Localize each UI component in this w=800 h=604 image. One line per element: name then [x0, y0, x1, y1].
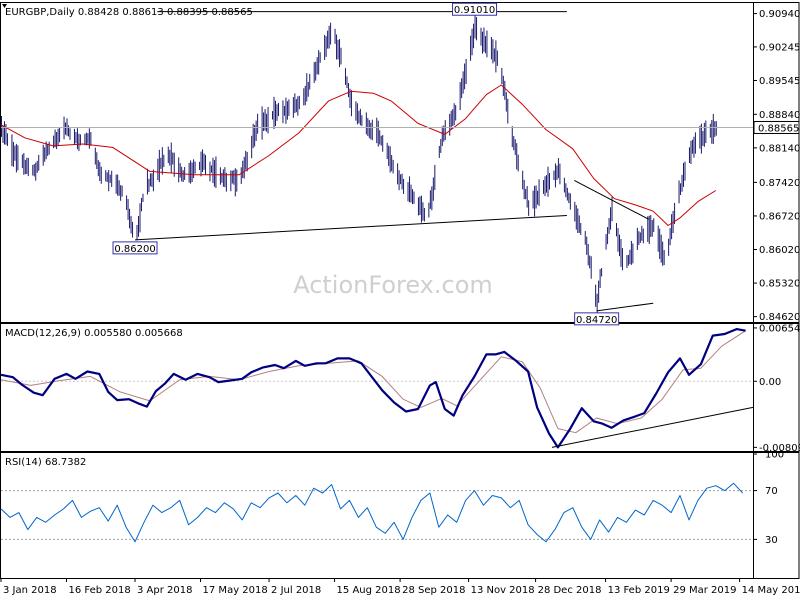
- x-tick-label: 3 Apr 2018: [137, 585, 192, 596]
- chart-arrow-icon: [2, 4, 7, 8]
- macd-line: [0, 328, 746, 449]
- macd-y-tick-label: -0.008099: [759, 443, 800, 454]
- x-tick-label: 14 May 2019: [742, 585, 800, 596]
- x-tick-label: 29 Mar 2019: [673, 585, 736, 596]
- price-panel-frame: [0, 2, 800, 323]
- current-price-marker: [753, 120, 800, 134]
- x-tick-label: 16 Feb 2018: [69, 585, 131, 596]
- x-tick-label: 28 Dec 2018: [538, 585, 602, 596]
- moving-average-line: [0, 84, 717, 226]
- x-tick-label: 15 Aug 2018: [337, 585, 401, 596]
- annotation-box: [112, 241, 158, 255]
- macd-y-tick-label: 0.00: [759, 377, 781, 388]
- macd-signal-line: [0, 330, 746, 434]
- rsi-y-tick-label: 70: [765, 486, 778, 497]
- price-y-tick-label: 0.88840: [759, 110, 800, 121]
- rsi-y-tick-label: 100: [765, 450, 784, 461]
- macd-y-tick-label: 0.006542: [759, 323, 800, 334]
- x-tick-label: 28 Sep 2018: [402, 585, 465, 596]
- macd-trendline: [551, 406, 754, 448]
- x-tick-label: 17 May 2018: [203, 585, 268, 596]
- annotation-label: 0.84720: [576, 315, 617, 326]
- x-tick-label: 3 Jan 2018: [3, 585, 57, 596]
- annotation-box: [574, 312, 620, 326]
- annotation-label: 0.91010: [454, 5, 495, 16]
- x-tick-label: 2 Jul 2018: [271, 585, 321, 596]
- price-y-tick-label: 0.90245: [759, 42, 800, 53]
- rsi-y-tick-label: 30: [765, 535, 778, 546]
- macd-panel-frame: [0, 323, 800, 452]
- annotation-box: [452, 2, 498, 16]
- price-y-tick-label: 0.86020: [759, 245, 800, 256]
- trendline-lower-wedge: [596, 302, 654, 312]
- rsi-title: RSI(14) 68.7382: [5, 457, 86, 468]
- price-y-tick-label: 0.90940: [759, 9, 800, 20]
- price-chart-title: EURGBP,Daily 0.88428 0.88613 0.88395 0.8…: [5, 7, 253, 18]
- rsi-panel-frame: [0, 452, 800, 579]
- rsi-line: [0, 482, 743, 543]
- annotation-label: 0.86200: [114, 244, 155, 255]
- price-y-tick-label: 0.84620: [759, 312, 800, 323]
- watermark: ActionForex.com: [293, 271, 493, 299]
- trendline-upper-wedge: [574, 180, 649, 220]
- x-tick-label: 13 Feb 2019: [608, 585, 670, 596]
- current-price-label: 0.88565: [758, 123, 799, 134]
- price-y-tick-label: 0.86720: [759, 211, 800, 222]
- trendline-support: [134, 214, 567, 241]
- price-y-tick-label: 0.88140: [759, 143, 800, 154]
- price-y-tick-label: 0.87420: [759, 178, 800, 189]
- price-y-tick-label: 0.85320: [759, 279, 800, 290]
- x-tick-label: 13 Nov 2018: [471, 585, 535, 596]
- price-y-tick-label: 0.89545: [759, 76, 800, 87]
- macd-title: MACD(12,26,9) 0.005580 0.005668: [5, 328, 183, 339]
